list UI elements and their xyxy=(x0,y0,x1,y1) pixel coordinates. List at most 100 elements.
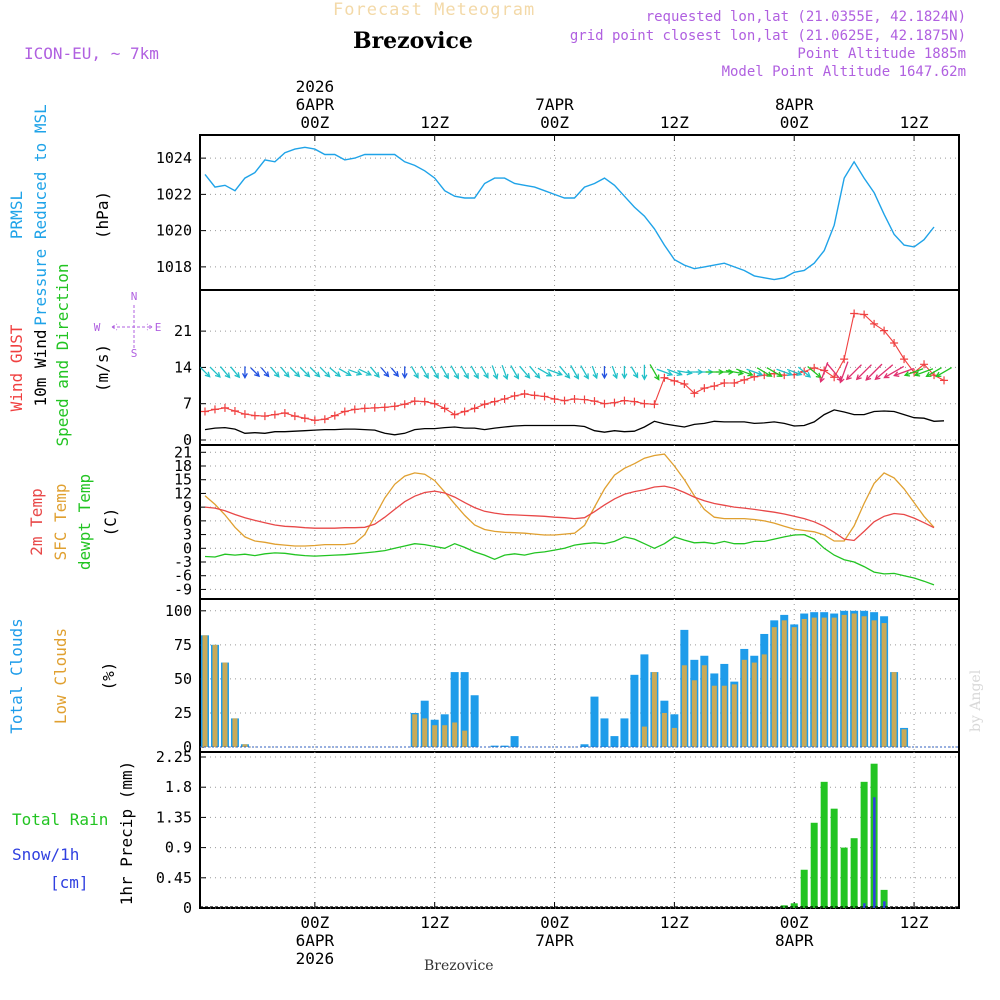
wind-arrow xyxy=(519,365,531,379)
wind-arrow-shaft xyxy=(250,367,260,377)
low-cloud-bar xyxy=(462,730,468,747)
wind-arrow xyxy=(338,368,352,377)
snow-bar xyxy=(873,797,876,908)
wind-gust-marker xyxy=(240,410,249,419)
wind-arrow-shaft xyxy=(839,361,849,383)
location-title: Brezovice xyxy=(353,28,473,54)
top-time-label: 00Z xyxy=(540,113,569,132)
wind-arrow xyxy=(280,366,290,378)
wind-gust-marker xyxy=(260,412,269,421)
wind-arrow-shaft xyxy=(358,368,372,376)
low-cloud-bar xyxy=(811,617,817,747)
wind-arrow-head xyxy=(324,371,331,378)
bottom-time-label: 00Z xyxy=(540,913,569,932)
wind-gust-marker xyxy=(630,397,639,406)
model-altitude: Model Point Altitude 1647.62m xyxy=(721,64,966,80)
wind-arrow xyxy=(410,365,419,379)
wind-gust-marker xyxy=(580,395,589,404)
wind-gust-marker xyxy=(480,400,489,409)
wind-gust-marker xyxy=(460,407,469,416)
low-cloud-bar xyxy=(721,685,727,747)
wind-arrow xyxy=(649,364,660,381)
snow-bar xyxy=(883,901,886,908)
wind-arrow xyxy=(219,366,231,379)
wind-arrow xyxy=(865,363,883,381)
temp-axis-tick-label: 0 xyxy=(183,539,192,557)
total-cloud-bar xyxy=(450,672,459,747)
wind-arrow xyxy=(329,367,341,378)
wind-arrow-head xyxy=(747,370,754,377)
wind-gust-marker xyxy=(450,410,459,419)
top-time-label: 00Z xyxy=(780,113,809,132)
wind-arrow-shaft xyxy=(649,364,660,380)
wind-arrow-head xyxy=(263,371,270,378)
wind-gust-marker xyxy=(420,397,429,406)
precip-axis-tick-label: 1.8 xyxy=(165,778,192,796)
wind-arrow-shaft xyxy=(746,368,763,376)
wind-gust-marker xyxy=(550,395,559,404)
total-cloud-bar xyxy=(510,736,519,747)
wind-gust-marker xyxy=(850,309,859,318)
low-cloud-bar xyxy=(741,659,747,747)
rain-bar xyxy=(820,781,828,908)
total-cloud-bar xyxy=(460,672,469,747)
wind-arrow-head xyxy=(583,373,589,380)
wind-arrow-shaft xyxy=(370,366,380,378)
wind-gust-marker xyxy=(200,407,209,416)
sfc-temp-line xyxy=(204,453,935,547)
legend-total-rain: Total Rain xyxy=(12,810,108,829)
wind-arrow xyxy=(766,367,783,377)
wind-arrow-head xyxy=(334,371,341,378)
rain-bar xyxy=(800,869,808,908)
rain-bar xyxy=(850,838,858,908)
wind-arrow-head xyxy=(254,371,261,378)
wind-arrow-shaft xyxy=(450,365,459,379)
wind-arrow-head xyxy=(546,371,553,377)
wind-arrow-shaft xyxy=(904,368,924,376)
model-label: ICON-EU, ~ 7km xyxy=(24,44,159,63)
rain-bar xyxy=(880,889,888,908)
wind-arrow-shaft xyxy=(807,366,822,378)
wind-arrow-head xyxy=(513,373,520,380)
low-cloud-bar xyxy=(661,712,667,747)
wind-gust-marker xyxy=(490,397,499,406)
wind-arrow-head xyxy=(502,373,509,381)
wind-arrow xyxy=(430,365,439,380)
wind-arrow xyxy=(440,365,449,380)
top-time-label: 2026 xyxy=(296,77,335,96)
wind-arrow-head xyxy=(433,372,439,380)
total-cloud-bar xyxy=(600,718,609,747)
wind-arrow xyxy=(925,367,942,378)
wind-arrow-shaft xyxy=(786,368,802,376)
wind-arrow-shaft xyxy=(559,365,570,379)
low-cloud-bar xyxy=(422,718,428,747)
wind-arrow-head xyxy=(838,377,845,384)
wind-gust-marker xyxy=(380,403,389,412)
low-cloud-bar xyxy=(781,620,787,747)
wind-arrow-head xyxy=(883,372,890,379)
wind-gust-marker xyxy=(300,414,309,423)
wind-gust-marker xyxy=(680,380,689,388)
wind-arrow-head xyxy=(676,370,683,377)
low-cloud-bar xyxy=(202,635,208,747)
wind-arrow-head xyxy=(534,372,541,379)
wind-arrow-head xyxy=(865,374,872,381)
snow-bar xyxy=(863,903,866,908)
cloud-axis-tick-label: 75 xyxy=(174,636,192,654)
wind-gust-marker xyxy=(510,391,519,400)
wind-arrow-shaft xyxy=(280,366,290,378)
wind-arrow-shaft xyxy=(319,366,330,378)
wind-arrow xyxy=(570,365,580,380)
cloud-axis-tick-label: 0 xyxy=(183,738,192,756)
wind-arrow-head xyxy=(903,371,911,377)
low-cloud-bar xyxy=(671,727,677,747)
wind-arrow-shaft xyxy=(926,367,942,377)
wind-arrow-head xyxy=(815,372,822,379)
wind-arrow xyxy=(260,367,270,378)
low-cloud-bar xyxy=(412,714,418,747)
wind-arrow-head xyxy=(766,371,773,377)
wind-arrow-shaft xyxy=(914,368,934,376)
wind-gust-line xyxy=(204,312,945,421)
wind-arrow xyxy=(883,365,905,379)
temp-axis-tick-label: 15 xyxy=(174,471,192,489)
